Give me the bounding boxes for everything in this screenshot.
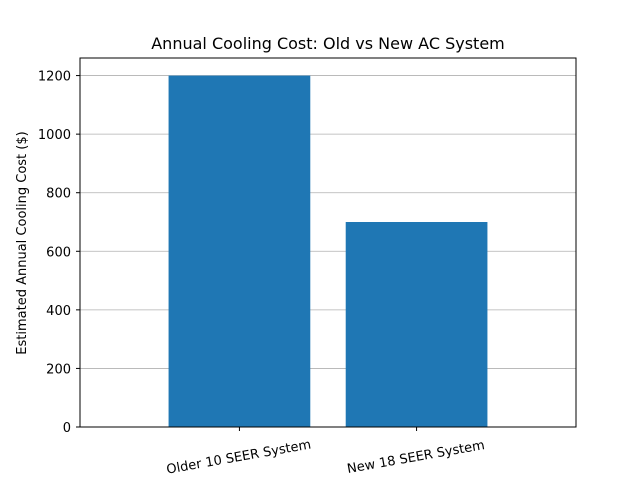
bar: [168, 75, 311, 428]
y-tick-label: 0: [63, 421, 71, 436]
y-tick-label: 1200: [38, 70, 71, 85]
y-tick-label: 1000: [38, 128, 71, 143]
y-tick-label: 600: [46, 245, 71, 260]
gridlines: [80, 75, 576, 428]
bar: [345, 222, 488, 427]
bars: [168, 75, 488, 428]
chart-title: Annual Cooling Cost: Old vs New AC Syste…: [151, 34, 505, 53]
y-tick-label: 800: [46, 187, 71, 202]
y-axis-label: Estimated Annual Cooling Cost ($): [15, 131, 30, 354]
plot-frame: [79, 57, 577, 428]
y-tick-label: 200: [46, 362, 71, 377]
y-tick-label: 400: [46, 304, 71, 319]
